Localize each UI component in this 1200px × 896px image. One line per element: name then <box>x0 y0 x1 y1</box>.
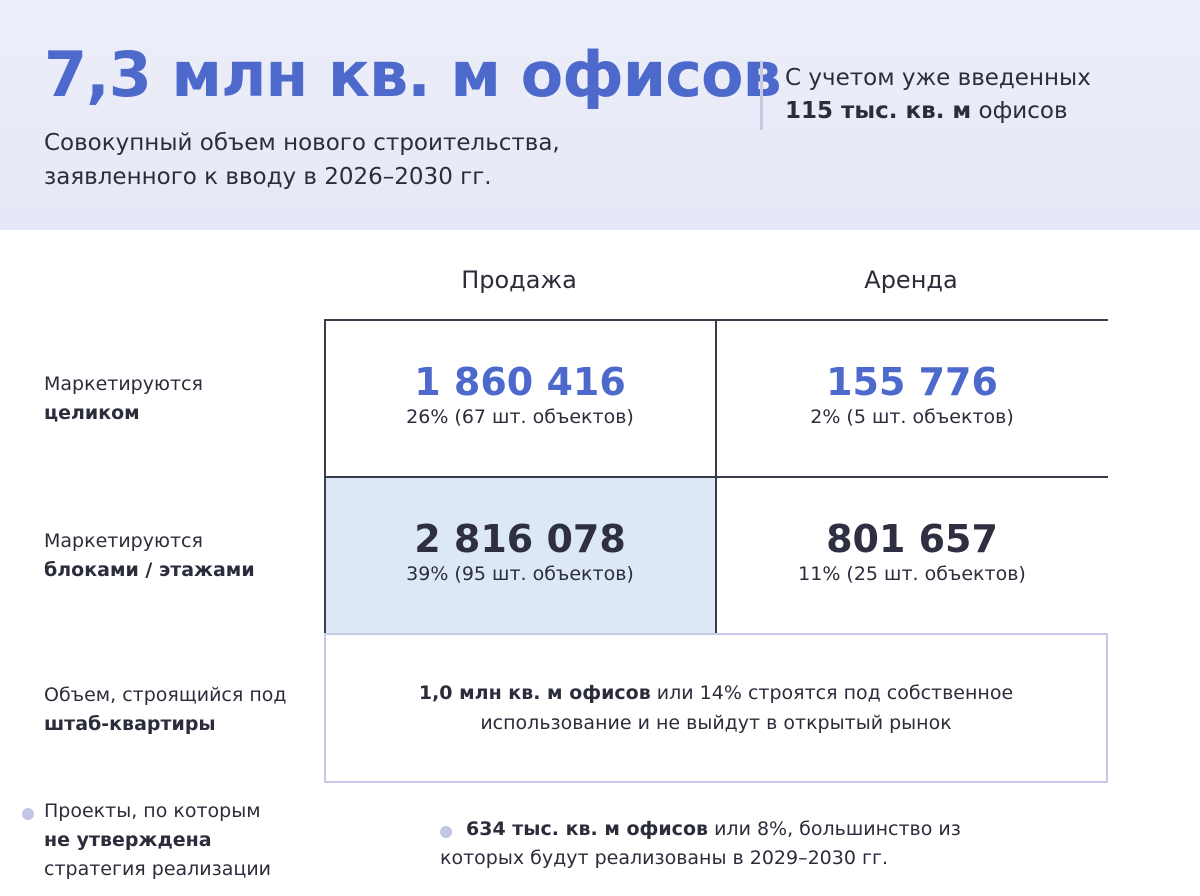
highlight-cell <box>324 477 716 633</box>
hq-text-rest: или 14% строятся под собственное использ… <box>480 682 1014 734</box>
value-whole-rent: 155 776 <box>826 360 998 404</box>
headline: 7,3 млн кв. м офисов <box>44 38 782 111</box>
row-label-blocks-line1: Маркетируются <box>44 530 203 552</box>
sub-blocks-sale: 39% (95 шт. объектов) <box>406 563 634 585</box>
hq-text-bold: 1,0 млн кв. м офисов <box>418 682 651 704</box>
grid-left <box>324 319 326 633</box>
row-label-unapproved-line3: стратегия реализации <box>44 858 272 880</box>
row-label-hq: Объем, строящийся под штаб-квартиры <box>44 681 314 739</box>
value-blocks-rent: 801 657 <box>826 517 998 561</box>
value-whole-sale: 1 860 416 <box>414 360 626 404</box>
sub-whole-rent: 2% (5 шт. объектов) <box>810 406 1014 428</box>
subline: Совокупный объем нового строительства, з… <box>44 130 560 190</box>
side-note-line1: С учетом уже введенных <box>785 65 1091 91</box>
row-label-hq-bold: штаб-квартиры <box>44 713 216 735</box>
row-label-whole-bold: целиком <box>44 402 140 424</box>
side-note: С учетом уже введенных 115 тыс. кв. м оф… <box>760 62 1091 130</box>
sub-whole-sale: 26% (67 шт. объектов) <box>406 406 634 428</box>
row-label-blocks: Маркетируются блоками / этажами <box>44 527 314 585</box>
sub-blocks-rent: 11% (25 шт. объектов) <box>798 563 1026 585</box>
grid-center <box>715 319 717 633</box>
cell-whole-rent: 155 776 2% (5 шт. объектов) <box>716 360 1108 430</box>
side-note-line2: 115 тыс. кв. м офисов <box>785 95 1091 128</box>
row-label-unapproved: Проекты, по которым не утверждена страте… <box>44 797 344 884</box>
cell-whole-sale: 1 860 416 26% (67 шт. объектов) <box>324 360 716 430</box>
hq-text: 1,0 млн кв. м офисов или 14% строятся по… <box>366 678 1066 738</box>
column-header-sale: Продажа <box>461 266 577 294</box>
unapproved-note-bold: 634 тыс. кв. м офисов <box>466 818 709 840</box>
bullet-dot-left <box>22 805 34 824</box>
bullet-dot-right <box>440 823 452 842</box>
cell-blocks-rent: 801 657 11% (25 шт. объектов) <box>716 517 1108 587</box>
side-note-bold: 115 тыс. кв. м <box>785 98 972 124</box>
side-note-rest: офисов <box>971 98 1068 124</box>
unapproved-note-rest: или 8%, большинство из которых будут реа… <box>440 818 961 869</box>
row-label-blocks-bold: блоками / этажами <box>44 559 255 581</box>
hq-box: 1,0 млн кв. м офисов или 14% строятся по… <box>324 633 1108 783</box>
row-label-whole: Маркетируются целиком <box>44 370 314 428</box>
row-label-whole-line1: Маркетируются <box>44 373 203 395</box>
header-band: 7,3 млн кв. м офисов Совокупный объем но… <box>0 0 1200 230</box>
value-blocks-sale: 2 816 078 <box>414 517 626 561</box>
column-header-rent: Аренда <box>864 266 958 294</box>
unapproved-note: 634 тыс. кв. м офисов или 8%, большинств… <box>440 815 1040 873</box>
row-label-unapproved-line1: Проекты, по которым <box>44 800 261 822</box>
row-label-unapproved-bold: не утверждена <box>44 829 212 851</box>
cell-blocks-sale: 2 816 078 39% (95 шт. объектов) <box>324 517 716 587</box>
row-label-hq-prefix: Объем, строящийся под <box>44 684 287 706</box>
